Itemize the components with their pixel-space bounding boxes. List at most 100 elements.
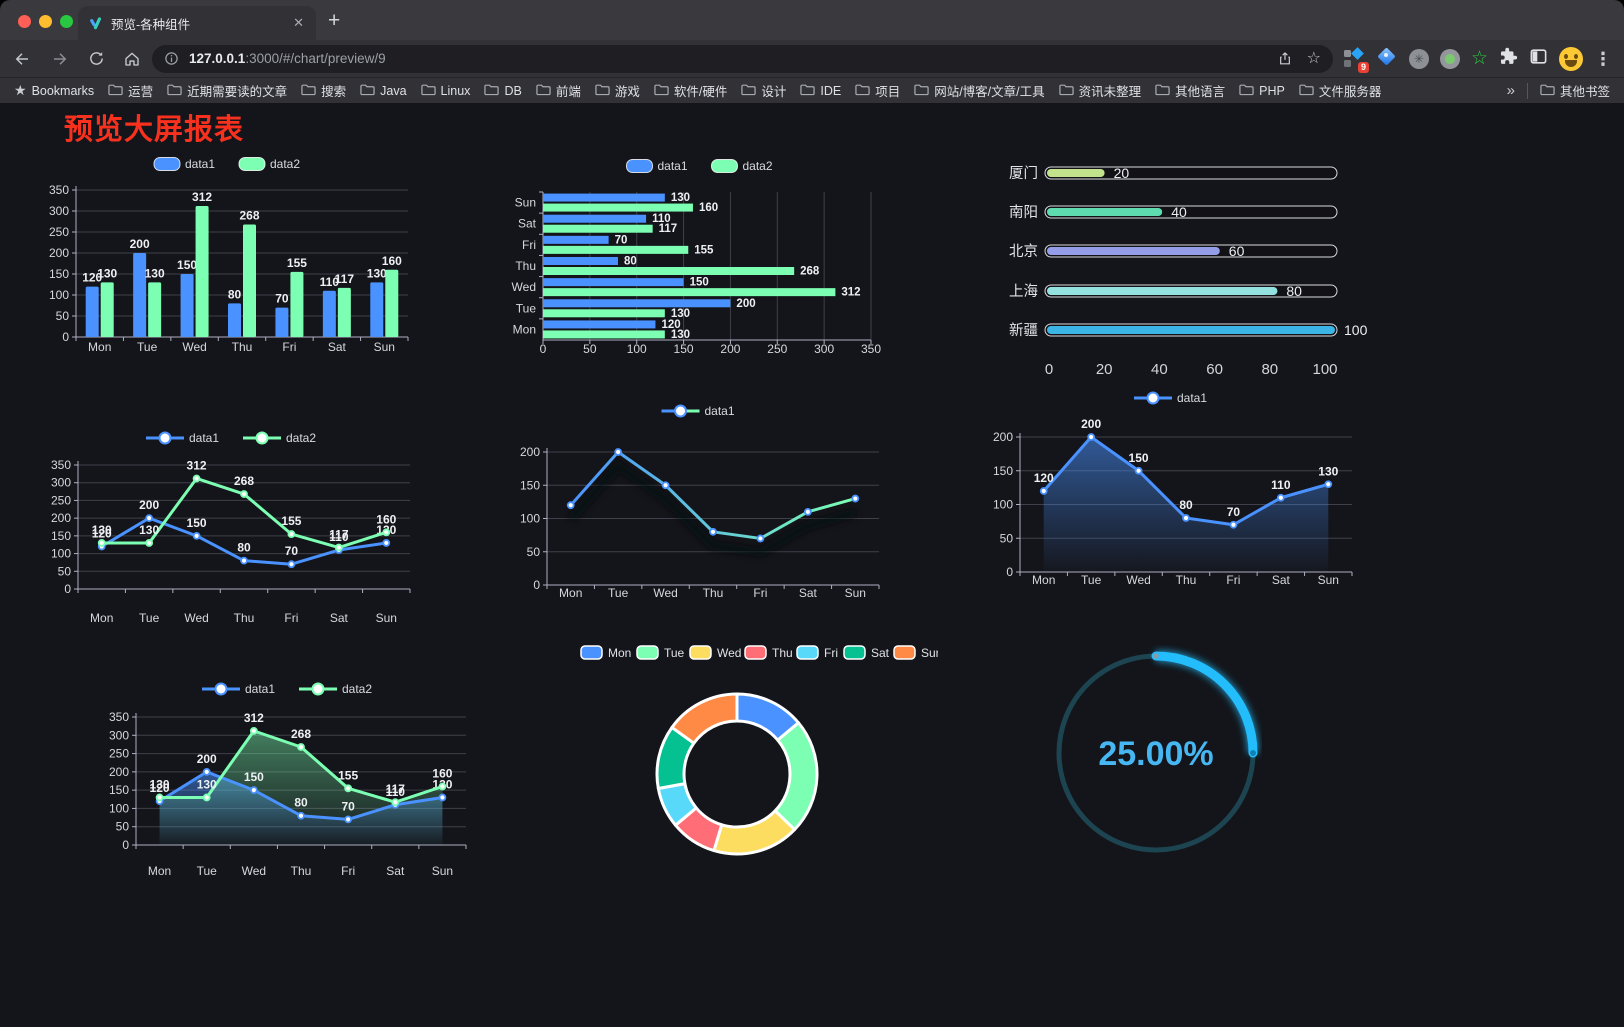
legend-item[interactable]: data1: [626, 159, 688, 173]
legend-item[interactable]: data1: [661, 404, 735, 418]
chart-area-two-series[interactable]: data1 data2 0 50 100 150 200 250 300 350 Mon Tue Wed…: [106, 676, 474, 888]
bar[interactable]: [148, 282, 162, 337]
back-icon[interactable]: [10, 47, 34, 71]
bar[interactable]: [543, 203, 693, 212]
data-point[interactable]: [614, 448, 623, 456]
menu-icon[interactable]: ⋮: [1594, 48, 1612, 69]
data-point[interactable]: [297, 743, 305, 751]
bookmarks-manager-item[interactable]: ★ Bookmarks: [14, 82, 94, 99]
bookmark-folder[interactable]: 设计: [741, 81, 786, 100]
bookmark-star-icon[interactable]: ☆: [1306, 49, 1321, 67]
legend-item[interactable]: Tue: [636, 645, 685, 660]
data-point[interactable]: [344, 815, 353, 824]
legend-item[interactable]: Fri: [796, 645, 838, 660]
data-point[interactable]: [382, 528, 391, 537]
data-point[interactable]: [192, 474, 201, 483]
line-two-svg[interactable]: data1 data2 0 50 100 150 200 250 300 350 Mon Tue Wed…: [48, 425, 420, 637]
bar[interactable]: [243, 224, 256, 337]
data-point[interactable]: [249, 786, 258, 795]
data-point[interactable]: [297, 811, 305, 820]
area-two-svg[interactable]: data1 data2 0 50 100 150 200 250 300 350 Mon Tue Wed…: [106, 676, 474, 888]
data-point[interactable]: [803, 507, 812, 516]
bookmark-folder[interactable]: 其他语言: [1155, 81, 1225, 100]
progress-bar[interactable]: [1047, 208, 1163, 216]
bookmark-folder[interactable]: DB: [484, 81, 522, 100]
bar[interactable]: [543, 214, 647, 223]
bar[interactable]: [85, 286, 99, 337]
reload-icon[interactable]: [84, 47, 108, 71]
data-point[interactable]: [1276, 493, 1285, 502]
bar[interactable]: [543, 245, 689, 254]
legend-item[interactable]: data2: [238, 157, 300, 171]
bar[interactable]: [337, 287, 351, 337]
bar[interactable]: [543, 193, 665, 202]
chart-bar-vertical[interactable]: data1 data2 0 50 100 150 200 250 300 350 Mon Tue Wed…: [40, 150, 420, 365]
donut-segment[interactable]: [670, 692, 739, 745]
browser-tab[interactable]: 预览-各种组件 ✕: [78, 6, 316, 40]
data-point[interactable]: [1229, 520, 1238, 529]
legend-item[interactable]: data1: [153, 157, 215, 171]
close-window-button[interactable]: [18, 15, 31, 28]
gauge-svg[interactable]: 25.00%: [1050, 645, 1262, 861]
bar[interactable]: [195, 205, 209, 337]
zoom-window-button[interactable]: [60, 15, 73, 28]
bookmark-folder[interactable]: 项目: [855, 81, 900, 100]
bar[interactable]: [290, 271, 304, 337]
chart-bar-horizontal[interactable]: data1 data2 0 50 100 150 200 250 300 350 Sun 130 160…: [505, 150, 900, 365]
bookmark-folder[interactable]: 文件服务器: [1299, 81, 1381, 100]
chart-progress-bars[interactable]: 厦门 20 南阳 40 北京 60 上海 80 新疆 100 0 20 40 60 80 100: [990, 152, 1370, 384]
data-point[interactable]: [756, 534, 765, 543]
tab-close-icon[interactable]: ✕: [293, 15, 304, 30]
bookmark-folder[interactable]: Linux: [420, 81, 470, 100]
bar[interactable]: [543, 235, 609, 244]
forward-icon[interactable]: [48, 47, 72, 71]
bar-vertical-svg[interactable]: data1 data2 0 50 100 150 200 250 300 350 Mon Tue Wed…: [40, 150, 420, 365]
bar[interactable]: [543, 288, 836, 297]
data-point[interactable]: [192, 531, 201, 540]
bar-horizontal-svg[interactable]: data1 data2 0 50 100 150 200 250 300 350 Sun 130 160…: [505, 150, 900, 365]
bar[interactable]: [370, 282, 384, 337]
area-single-svg[interactable]: data1 0 50 100 150 200 Mon Tue Wed Thu Fri Sat Sun 12…: [985, 388, 1362, 598]
legend-item[interactable]: Thu: [744, 645, 793, 660]
bar[interactable]: [543, 299, 731, 308]
data-point[interactable]: [391, 798, 400, 807]
bar[interactable]: [275, 307, 289, 337]
chart-area-single[interactable]: data1 0 50 100 150 200 Mon Tue Wed Thu Fri Sat Sun 12…: [985, 388, 1362, 598]
data-point[interactable]: [334, 543, 343, 552]
donut-segment[interactable]: [773, 721, 819, 832]
data-point[interactable]: [566, 501, 575, 510]
bookmark-folder[interactable]: 近期需要读的文章: [167, 81, 287, 100]
chart-donut[interactable]: Mon Tue Wed Thu Fri Sat Sun: [553, 638, 942, 883]
bar[interactable]: [543, 224, 653, 233]
data-point[interactable]: [661, 481, 670, 490]
donut-segment[interactable]: [712, 809, 797, 856]
bar[interactable]: [543, 320, 656, 329]
data-point[interactable]: [155, 793, 164, 802]
data-point[interactable]: [382, 539, 391, 547]
recorder-extension-icon[interactable]: [1439, 48, 1460, 69]
data-point[interactable]: [1324, 480, 1333, 489]
doodle-star-extension-icon[interactable]: ☆: [1470, 48, 1488, 69]
data-point[interactable]: [709, 527, 717, 536]
bar[interactable]: [543, 330, 665, 339]
bookmark-folder[interactable]: IDE: [800, 81, 841, 100]
legend-item[interactable]: data2: [243, 431, 316, 445]
data-point[interactable]: [438, 793, 447, 802]
progress-bar[interactable]: [1047, 247, 1220, 255]
profile-avatar[interactable]: [1559, 46, 1583, 71]
progress-bar[interactable]: [1047, 287, 1278, 295]
data-point[interactable]: [240, 556, 248, 565]
new-tab-button[interactable]: +: [328, 9, 341, 32]
data-point[interactable]: [851, 494, 860, 503]
bookmark-folder[interactable]: 前端: [536, 81, 581, 100]
chart-line-gradient[interactable]: data1 0 50 100 150 200 Mon Tue Wed Thu Fri Sat Sun: [505, 396, 897, 608]
data-point[interactable]: [97, 539, 106, 547]
bookmark-folder[interactable]: 软件/硬件: [654, 81, 727, 100]
bar[interactable]: [543, 278, 684, 287]
site-info-icon[interactable]: [164, 51, 179, 66]
data-point[interactable]: [240, 490, 248, 498]
progress-bar[interactable]: [1047, 169, 1105, 177]
data-point[interactable]: [249, 726, 258, 735]
bookmark-folder[interactable]: 运营: [108, 81, 153, 100]
legend-item[interactable]: Mon: [580, 645, 631, 660]
